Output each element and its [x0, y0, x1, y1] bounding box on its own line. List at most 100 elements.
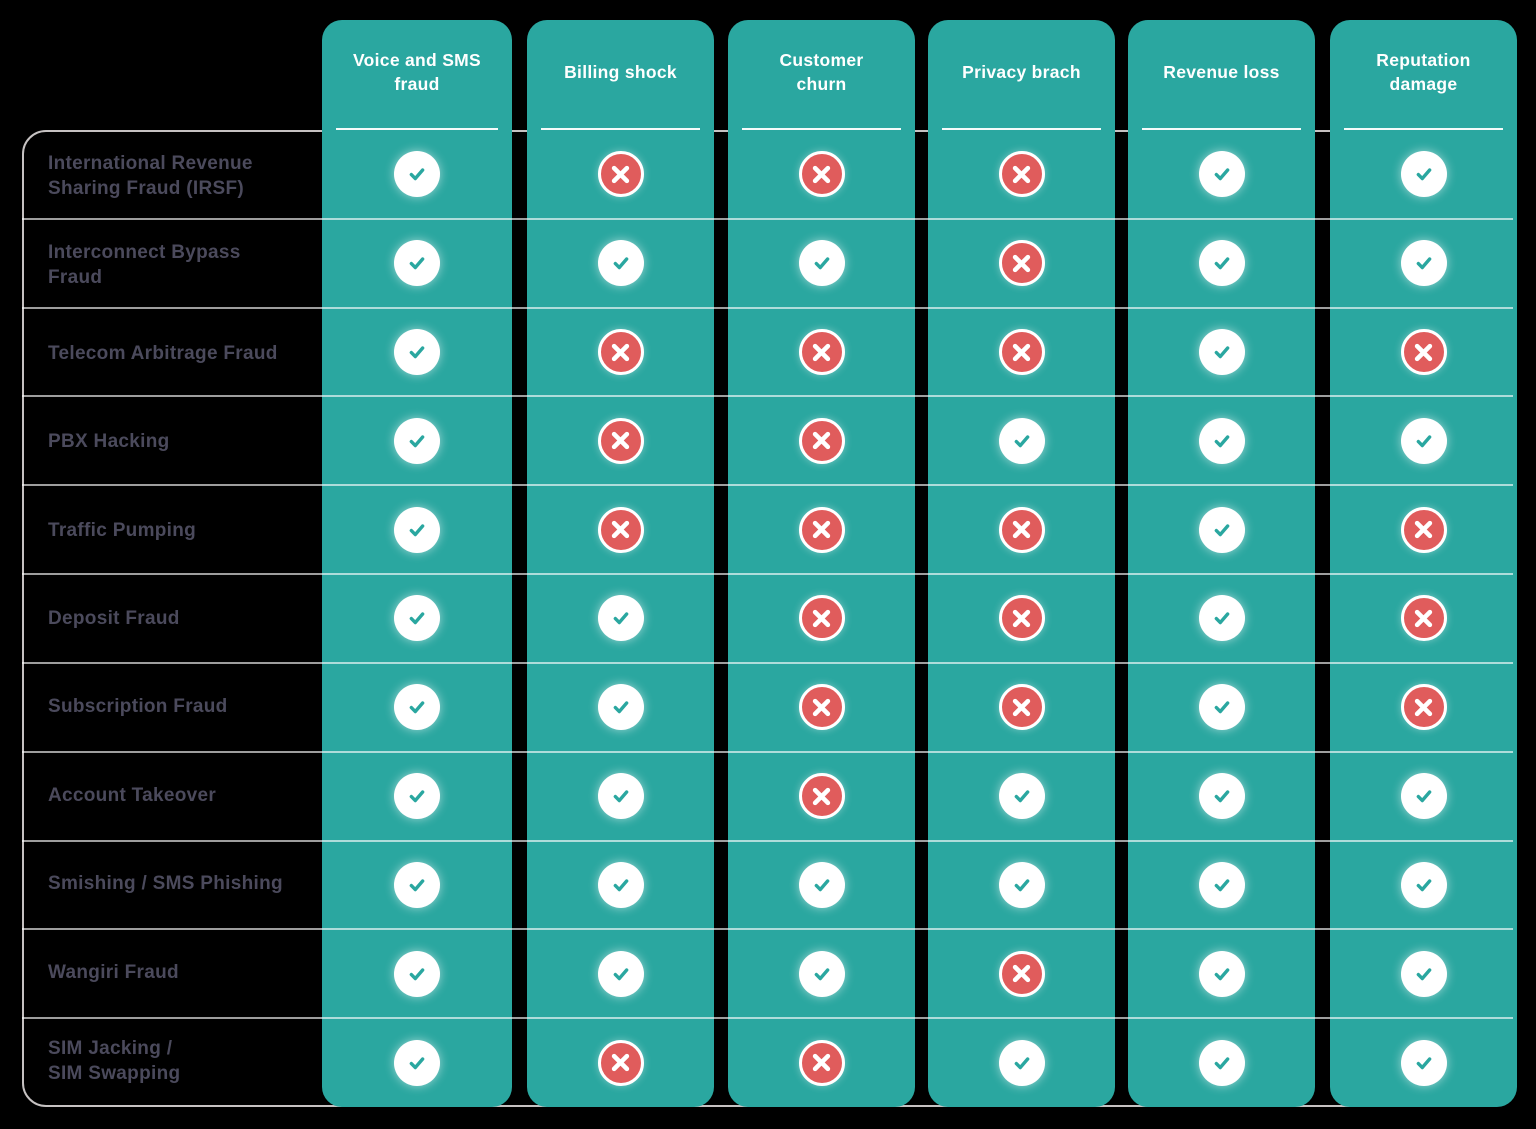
impact-cell [322, 929, 512, 1018]
cross-icon [998, 950, 1045, 997]
impact-cell [728, 130, 915, 219]
row-divider [22, 484, 1513, 487]
check-icon [394, 595, 440, 642]
impact-cell [527, 841, 714, 930]
check-icon [1400, 773, 1447, 820]
column-header-label: Reputation damage [1376, 49, 1471, 95]
impact-cell [1330, 841, 1517, 930]
table-row: PBX Hacking [24, 397, 324, 485]
check-icon [998, 773, 1045, 820]
impact-cell [928, 219, 1115, 308]
check-icon [394, 417, 440, 464]
impact-cell [1330, 574, 1517, 663]
impact-cell [728, 219, 915, 308]
row-label: International Revenue Sharing Fraud (IRS… [48, 153, 253, 200]
header-underline [742, 128, 901, 130]
column-header-label: Privacy brach [962, 61, 1081, 82]
impact-cell [1330, 396, 1517, 485]
column-header: Voice and SMS fraud [322, 20, 512, 130]
check-icon [394, 1039, 440, 1086]
cross-icon [798, 773, 845, 820]
check-icon [1198, 950, 1245, 997]
impact-cell [1128, 1018, 1315, 1107]
impact-cell [322, 396, 512, 485]
check-icon [1198, 773, 1245, 820]
impact-cell [527, 1018, 714, 1107]
impact-cell [1330, 663, 1517, 752]
cross-icon [597, 1039, 644, 1086]
impact-cell [527, 574, 714, 663]
check-icon [1198, 329, 1245, 376]
impact-cell [728, 308, 915, 397]
row-divider [22, 573, 1513, 576]
row-label: Smishing / SMS Phishing [48, 873, 283, 895]
table-row: Account Takeover [24, 751, 324, 839]
check-icon [597, 861, 644, 908]
check-icon [998, 1039, 1045, 1086]
column-header: Reputation damage [1330, 20, 1517, 130]
column-cells [728, 130, 915, 1107]
impact-column: Voice and SMS fraud [322, 20, 512, 1107]
header-underline [541, 128, 700, 130]
check-icon [394, 329, 440, 376]
impact-cell [527, 929, 714, 1018]
check-icon [998, 861, 1045, 908]
cross-icon [798, 595, 845, 642]
table-row: Interconnect Bypass Fraud [24, 220, 324, 308]
row-label: Deposit Fraud [48, 607, 180, 629]
impact-cell [1128, 663, 1315, 752]
table-row: Smishing / SMS Phishing [24, 840, 324, 928]
column-header: Billing shock [527, 20, 714, 130]
row-divider [22, 839, 1513, 842]
cross-icon [998, 151, 1045, 198]
impact-cell [1128, 485, 1315, 574]
impact-column: Privacy brach [928, 20, 1115, 1107]
check-icon [998, 417, 1045, 464]
impact-cell [527, 663, 714, 752]
column-header: Customer churn [728, 20, 915, 130]
impact-cell [1330, 130, 1517, 219]
impact-cell [928, 752, 1115, 841]
impact-cell [1330, 485, 1517, 574]
check-icon [798, 950, 845, 997]
cross-icon [998, 506, 1045, 553]
impact-cell [1330, 929, 1517, 1018]
impact-cell [527, 130, 714, 219]
check-icon [1400, 950, 1447, 997]
cross-icon [798, 417, 845, 464]
cross-icon [597, 151, 644, 198]
impact-cell [322, 219, 512, 308]
impact-cell [728, 574, 915, 663]
column-cells [527, 130, 714, 1107]
cross-icon [798, 1039, 845, 1086]
impact-cell [322, 574, 512, 663]
check-icon [1198, 861, 1245, 908]
cross-icon [798, 684, 845, 731]
cross-icon [597, 506, 644, 553]
column-cells [322, 130, 512, 1107]
column-header-label: Voice and SMS fraud [352, 49, 482, 95]
impact-cell [322, 752, 512, 841]
impact-cell [322, 485, 512, 574]
check-icon [394, 950, 440, 997]
impact-cell [728, 841, 915, 930]
impact-cell [928, 1018, 1115, 1107]
impact-cell [1128, 396, 1315, 485]
row-label-panel: International Revenue Sharing Fraud (IRS… [22, 130, 1513, 1107]
check-icon [394, 240, 440, 287]
impact-cell [322, 663, 512, 752]
impact-column: Reputation damage [1330, 20, 1517, 1107]
check-icon [1400, 240, 1447, 287]
impact-cell [1330, 752, 1517, 841]
cross-icon [998, 595, 1045, 642]
check-icon [1400, 151, 1447, 198]
impact-cell [928, 308, 1115, 397]
table-row: Telecom Arbitrage Fraud [24, 309, 324, 397]
check-icon [597, 240, 644, 287]
impact-cell [322, 1018, 512, 1107]
check-icon [597, 950, 644, 997]
row-divider [22, 395, 1513, 398]
impact-cell [928, 574, 1115, 663]
row-label: Traffic Pumping [48, 519, 197, 541]
cross-icon [998, 240, 1045, 287]
